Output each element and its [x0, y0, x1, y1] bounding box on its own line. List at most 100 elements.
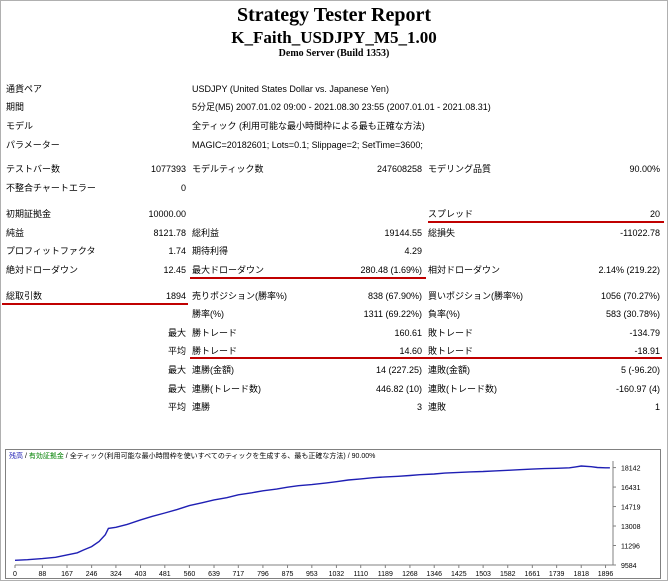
consecutive-wins-money-label: 連勝(金額) [192, 365, 234, 375]
win-rate-label: 勝率(%) [192, 309, 224, 319]
x-tick-label: 88 [39, 571, 47, 578]
x-tick-label: 1739 [549, 571, 565, 578]
gross-loss-value: -11022.78 [620, 228, 660, 238]
loss-rate-value: 583 (30.78%) [605, 309, 660, 319]
quality-label: モデリング品質 [428, 164, 492, 174]
win-rate-value: 1311 (69.22%) [363, 309, 422, 319]
errors-label: 不整合チャートエラー [6, 183, 96, 193]
average-consecutive-losses-label: 連敗 [428, 402, 447, 412]
bars-label: テストバー数 [6, 164, 61, 174]
params-value: MAGIC=20182601; Lots=0.1; Slippage=2; Se… [192, 140, 423, 150]
average-loss-value: -18.91 [634, 346, 660, 356]
spread-underline [428, 221, 664, 223]
x-tick-label: 324 [110, 571, 122, 578]
x-tick-label: 560 [184, 571, 196, 578]
x-tick-label: 1268 [402, 571, 418, 578]
legend-separator: / [64, 453, 70, 460]
ticks-value: 247608258 [376, 164, 422, 174]
net-profit-label: 純益 [6, 228, 25, 238]
average-win-label: 勝トレード [192, 346, 238, 356]
x-tick-label: 246 [86, 571, 98, 578]
largest-win-label: 勝トレード [192, 328, 238, 338]
y-tick-label: 16431 [621, 485, 641, 492]
max-drawdown-underline [190, 277, 426, 279]
x-tick-label: 1582 [500, 571, 516, 578]
params-label: パラメーター [6, 140, 60, 150]
x-tick-label: 403 [135, 571, 147, 578]
balance-chart: 残高 / 有効証拠金 / 全ティック(利用可能な最小時間枠を使いすべてのティック… [5, 449, 661, 579]
period-value: 5分足(M5) 2007.01.02 09:00 - 2021.08.30 23… [192, 102, 491, 112]
consecutive-wins-trades-label: 連勝(トレード数) [192, 384, 261, 394]
average-consecutive-prefix: 平均 [167, 402, 186, 412]
model-value: 全ティック (利用可能な最小時間枠による最も正確な方法) [192, 121, 425, 131]
x-tick-label: 1818 [573, 571, 589, 578]
average-loss-label: 敗トレード [428, 346, 474, 356]
deposit-value: 10000.00 [148, 209, 186, 219]
y-tick-label: 14719 [621, 505, 641, 512]
absolute-drawdown-value: 12.45 [163, 265, 186, 275]
expected-payoff-label: 期待利得 [192, 246, 229, 256]
net-profit-value: 8121.78 [153, 228, 186, 238]
relative-drawdown-label: 相対ドローダウン [428, 265, 501, 275]
ticks-label: モデルティック数 [192, 164, 264, 174]
consecutive-wins-trades-value: 446.82 (10) [375, 384, 422, 394]
legend-model: 全ティック(利用可能な最小時間枠を使いすべてのティックを生成する、最も正確な方法… [70, 451, 346, 460]
consecutive-losses-trades-label: 連敗(トレード数) [428, 384, 497, 394]
average-underline [190, 357, 662, 359]
legend-separator: / [346, 453, 352, 460]
expected-payoff-value: 4.29 [404, 246, 422, 256]
x-tick-label: 875 [282, 571, 294, 578]
x-tick-label: 481 [159, 571, 171, 578]
max-consecutive-prefix: 最大 [167, 365, 186, 375]
bars-value: 1077393 [150, 164, 186, 174]
average-consecutive-wins-value: 3 [416, 402, 422, 412]
report-title: Strategy Tester Report [236, 4, 432, 26]
short-positions-label: 売りポジション(勝率%) [192, 291, 287, 301]
largest-loss-value: -134.79 [629, 328, 660, 338]
largest-win-value: 160.61 [394, 328, 422, 338]
profit-factor-value: 1.74 [168, 246, 186, 256]
x-tick-label: 953 [306, 571, 318, 578]
short-positions-value: 838 (67.90%) [367, 291, 422, 301]
max-consecutive-trades-prefix: 最大 [167, 384, 186, 394]
consecutive-losses-money-value: 5 (-96.20) [620, 365, 660, 375]
profit-factor-label: プロフィットファクタ [6, 246, 96, 256]
total-trades-underline [2, 303, 188, 305]
legend-quality: 90.00% [352, 453, 376, 460]
gross-profit-value: 19144.55 [384, 228, 422, 238]
symbol-label: 通貨ペア [6, 84, 43, 94]
model-label: モデル [6, 121, 34, 131]
largest-loss-label: 敗トレード [428, 328, 474, 338]
chart-border [5, 449, 661, 579]
consecutive-wins-money-value: 14 (227.25) [375, 365, 422, 375]
chart-x-axis: 0 88 167 246 324 403 481 560 639 717 796 875 953 1032… [13, 571, 613, 578]
symbol-value: USDJPY (United States Dollar vs. Japanes… [192, 84, 389, 94]
gross-profit-label: 総利益 [192, 228, 220, 238]
period-label: 期間 [6, 102, 25, 112]
x-tick-label: 167 [61, 571, 73, 578]
x-tick-label: 1503 [475, 571, 491, 578]
consecutive-losses-money-label: 連敗(金額) [428, 365, 470, 375]
errors-value: 0 [180, 183, 186, 193]
chart-legend: 残高 / 有効証拠金 / 全ティック(利用可能な最小時間枠を使いすべてのティック… [9, 451, 375, 460]
absolute-drawdown-label: 絶対ドローダウン [6, 265, 79, 275]
y-tick-label: 11296 [621, 544, 640, 551]
x-tick-label: 1661 [525, 571, 541, 578]
loss-rate-label: 負率(%) [428, 309, 460, 319]
y-tick-label: 13008 [621, 524, 641, 531]
x-tick-label: 639 [208, 571, 220, 578]
legend-balance: 残高 [9, 451, 23, 460]
y-tick-label: 18142 [621, 466, 641, 473]
total-trades-value: 1894 [165, 291, 186, 301]
spread-label: スプレッド [428, 209, 474, 219]
y-tick-label: 9584 [621, 563, 637, 570]
long-positions-value: 1056 (70.27%) [600, 291, 660, 301]
x-tick-label: 1896 [598, 571, 614, 578]
x-tick-label: 1425 [451, 571, 467, 578]
deposit-label: 初期証拠金 [6, 209, 52, 219]
x-tick-label: 1189 [378, 571, 393, 578]
legend-equity: 有効証拠金 [29, 451, 64, 460]
average-consecutive-wins-label: 連勝 [192, 402, 211, 412]
consecutive-losses-trades-value: -160.97 (4) [615, 384, 660, 394]
x-tick-label: 717 [232, 571, 244, 578]
